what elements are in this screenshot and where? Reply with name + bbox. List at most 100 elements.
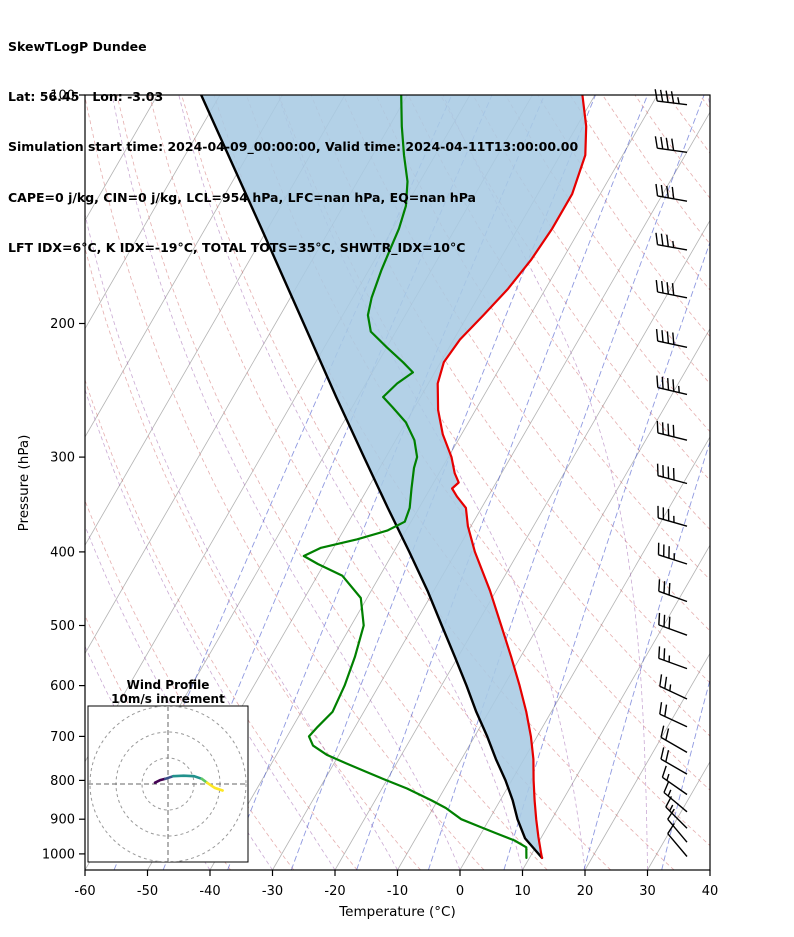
wind-barb — [658, 646, 688, 670]
barb-full-tick — [671, 138, 675, 151]
dry-adiabat-line — [634, 95, 710, 199]
barb-staff — [659, 685, 688, 700]
moist-adiabat-line — [111, 95, 461, 870]
wind-barb — [655, 280, 688, 299]
barb-staff — [657, 475, 688, 485]
isotherm-line — [85, 95, 221, 330]
barb-half-tick — [678, 385, 680, 393]
barb-full-tick — [661, 281, 664, 294]
barb-full-tick — [663, 581, 666, 594]
barb-full-tick — [665, 90, 669, 103]
barb-full-tick — [663, 648, 666, 661]
temperature-tick-label: 0 — [456, 884, 464, 899]
barb-full-tick — [660, 184, 664, 197]
temperature-tick-label: -30 — [262, 884, 283, 899]
moist-adiabat-line — [85, 212, 398, 870]
wind-barb — [658, 612, 688, 636]
dry-adiabat-line — [310, 95, 710, 684]
barb-full-tick — [655, 280, 659, 293]
pressure-tick-label: 600 — [50, 679, 75, 694]
barb-full-tick — [656, 420, 659, 433]
isotherm-line — [709, 869, 710, 870]
barb-full-tick — [671, 283, 675, 296]
barb-full-tick — [672, 379, 675, 392]
barb-full-tick — [667, 378, 670, 391]
barb-full-tick — [667, 808, 675, 820]
dry-adiabat-line — [246, 95, 710, 791]
stability-indices-line-1: CAPE=0 j/kg, CIN=0 j/kg, LCL=954 hPa, LF… — [8, 189, 476, 205]
barb-full-tick — [665, 728, 670, 741]
barb-full-tick — [658, 646, 661, 659]
dry-adiabat-line — [440, 95, 710, 481]
wind-barb — [663, 781, 688, 813]
barb-full-tick — [659, 702, 663, 715]
wind-barb — [654, 89, 688, 106]
dry-adiabat-line — [407, 95, 710, 531]
temperature-tick-label: 20 — [577, 884, 594, 899]
barb-full-tick — [666, 331, 670, 344]
barb-full-tick — [661, 765, 667, 778]
moist-adiabat-line — [707, 95, 710, 870]
barb-half-tick — [666, 773, 670, 781]
barb-full-tick — [660, 725, 665, 738]
temperature-tick-label: -50 — [137, 884, 158, 899]
dry-adiabat-line — [85, 378, 358, 870]
wind-barb — [656, 420, 688, 441]
hodograph-title: Wind Profile — [127, 678, 210, 692]
dry-adiabat-line — [213, 95, 710, 847]
barb-full-tick — [665, 750, 670, 763]
barb-full-tick — [665, 137, 669, 150]
barb-full-tick — [660, 136, 664, 150]
mixing-ratio-line — [290, 95, 596, 870]
barb-full-tick — [656, 375, 659, 388]
wind-barb — [660, 725, 688, 754]
wind-barb — [667, 823, 688, 857]
temperature-tick-label: -40 — [199, 884, 220, 899]
barb-staff — [657, 340, 688, 348]
pressure-tick-label: 800 — [50, 774, 75, 789]
isotherm-line — [647, 760, 710, 870]
temperature-tick-label: 40 — [702, 884, 719, 899]
barb-staff — [658, 657, 688, 670]
moist-adiabat-line — [178, 95, 523, 870]
simulation-times: Simulation start time: 2024-04-09_00:00:… — [8, 139, 579, 155]
barb-staff — [657, 291, 688, 299]
moist-adiabat-line — [442, 95, 648, 870]
pressure-tick-label: 1000 — [42, 847, 75, 862]
isotherm-line — [85, 95, 283, 438]
y-axis-label: Pressure (hPa) — [16, 435, 32, 532]
barb-staff — [657, 147, 688, 153]
barb-staff — [658, 517, 688, 527]
barb-full-tick — [666, 282, 669, 295]
mixing-ratio-line — [583, 440, 710, 870]
isotherm-line — [584, 652, 710, 870]
dry-adiabat-line — [278, 95, 710, 737]
wind-barb — [665, 796, 688, 829]
pressure-tick-label: 400 — [50, 545, 75, 560]
barb-half-tick — [669, 804, 674, 812]
hodograph-trace-segment — [205, 781, 224, 792]
barb-half-tick — [677, 97, 680, 104]
isotherm-line — [334, 219, 710, 870]
barb-staff — [657, 244, 688, 251]
station-coordinates: Lat: 56.45 Lon: -3.03 — [8, 88, 164, 104]
barb-full-tick — [666, 185, 669, 198]
barb-staff — [657, 432, 688, 441]
pressure-tick-label: 900 — [50, 813, 75, 828]
wind-barb-column — [654, 89, 688, 857]
temperature-tick-label: 10 — [514, 884, 531, 899]
shaded-area-parcel-vs-temperature — [201, 95, 587, 858]
hodograph-trace-segment — [171, 774, 204, 781]
moist-adiabat-line — [85, 388, 336, 870]
pressure-tick-label: 100 — [50, 89, 75, 104]
dry-adiabat-line — [116, 95, 548, 870]
pressure-tick-label: 500 — [50, 619, 75, 634]
barb-half-tick — [672, 240, 675, 248]
wind-barb — [656, 375, 688, 396]
pressure-tick-label: 700 — [50, 730, 75, 745]
dry-adiabat-line — [732, 95, 794, 870]
parcel-profile-curve — [200, 95, 544, 860]
barb-staff — [667, 818, 688, 843]
dry-adiabat-line — [85, 499, 295, 870]
